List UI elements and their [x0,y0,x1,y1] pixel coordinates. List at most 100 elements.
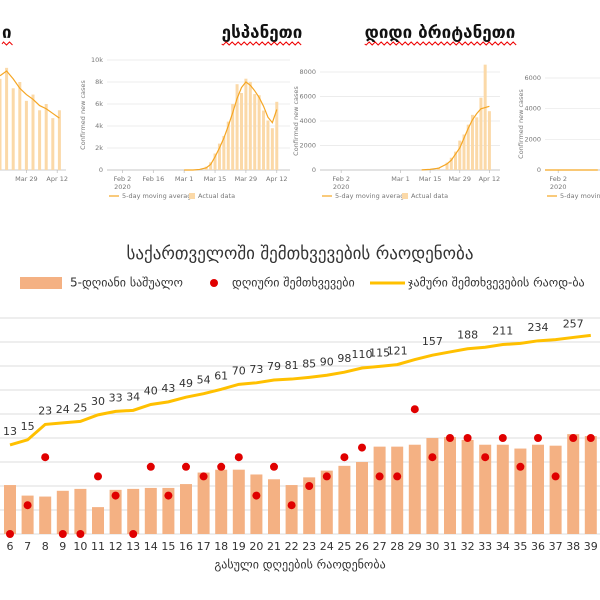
x-tick-label: 14 [144,540,158,553]
data-label: 13 [3,425,17,438]
x-tick-label: 13 [126,540,140,553]
daily-dot [129,530,138,538]
x-tick-label: Feb 2 [549,175,567,183]
x-tick-label: Mar 1 [175,175,193,183]
actual-bar [248,82,252,170]
daily-dot [516,462,525,471]
x-tick-label: 29 [408,540,422,553]
y-tick-label: 0 [537,166,541,174]
actual-bar [239,93,243,170]
data-label: 79 [267,360,281,373]
y-tick-label: 8000 [299,68,316,76]
legend-label: Actual data [411,192,448,200]
bar [584,436,597,534]
x-tick-label: 22 [285,540,299,553]
x-tick-label: Feb 16 [142,175,164,183]
daily-dot [305,482,314,490]
bar [356,462,368,534]
bar [127,488,140,534]
y-axis-label: Confirmed new cases [292,86,300,156]
daily-dot [446,434,454,442]
y-axis-label: Confirmed new cases [79,80,87,150]
bar [232,469,245,534]
actual-bar [213,153,217,170]
legend-label: დღიური შემთხვევები [232,276,355,290]
data-label: 25 [73,401,87,414]
actual-bar [458,140,462,170]
x-tick-label: 25 [337,540,351,553]
data-label: 157 [422,335,443,348]
x-tick-label: 7 [24,540,31,553]
data-label: 15 [21,420,35,433]
moving-average-line [421,105,490,171]
data-label: 211 [492,325,513,338]
daily-dot [182,462,190,471]
daily-dot [393,472,402,481]
x-tick-label: Mar 29 [448,175,471,183]
actual-bar [18,82,22,170]
data-label: 43 [161,382,175,395]
chart-title: ი [2,23,12,43]
actual-bar [470,114,474,170]
x-year-label: 2020 [114,183,131,191]
actual-bar [487,111,491,170]
bar [56,490,69,534]
y-tick-label: 4000 [299,117,316,125]
bar [391,446,404,534]
legend-label: Actual data [198,192,235,200]
x-tick-label: 34 [496,540,510,553]
x-tick-label: 28 [390,540,404,553]
daily-dot [252,491,261,500]
actual-bar [226,121,230,170]
x-tick-label: 36 [531,540,545,553]
chart-title: დიდი ბრიტანეთი [365,23,516,43]
bar [479,444,492,534]
daily-dot [340,453,349,462]
bar [21,495,34,534]
bar [285,485,298,534]
daily-dot [217,462,226,471]
daily-dot [463,434,472,442]
bar [444,437,456,534]
daily-dot [164,491,173,500]
y-tick-label: 6000 [299,93,316,101]
bar [180,484,192,534]
moving-average-line [184,81,278,171]
bar [320,470,333,534]
actual-bar [449,157,453,170]
bar [373,446,386,534]
legend-label: 5-day moving average [335,192,408,200]
x-tick-label: 6 [7,540,14,553]
bar [268,479,280,534]
bar [74,488,87,534]
x-tick-label: 33 [478,540,492,553]
x-tick-label: 32 [461,540,475,553]
y-tick-label: 6k [95,100,103,108]
x-tick-label: Mar 15 [419,175,442,183]
x-tick-label: 31 [443,540,457,553]
bar [215,469,228,534]
bar [532,444,544,534]
legend-label: 5-day moving average [122,192,195,200]
bar [496,444,509,534]
actual-bar [222,135,226,170]
y-tick-label: 6000 [524,74,541,82]
cumulative-line [9,333,591,447]
actual-bar [57,110,61,170]
x-tick-label: 26 [355,540,369,553]
bar [338,465,351,534]
x-tick-label: Apr 12 [266,175,288,183]
y-tick-label: 0 [99,166,103,174]
actual-bar [479,97,483,170]
actual-bar [231,104,235,170]
chart-title: საქართველოში შემთხვევების რაოდენობა [127,244,474,264]
x-tick-label: Feb 2 [332,175,350,183]
x-tick-label: 37 [549,540,563,553]
chart-title: ესპანეთი [222,23,303,43]
actual-bar [483,64,487,170]
legend-swatch [402,193,408,199]
data-label: 115 [369,346,390,359]
y-axis-label: Confirmed new cases [517,89,525,159]
daily-dot [358,443,366,452]
daily-dot [287,501,296,510]
